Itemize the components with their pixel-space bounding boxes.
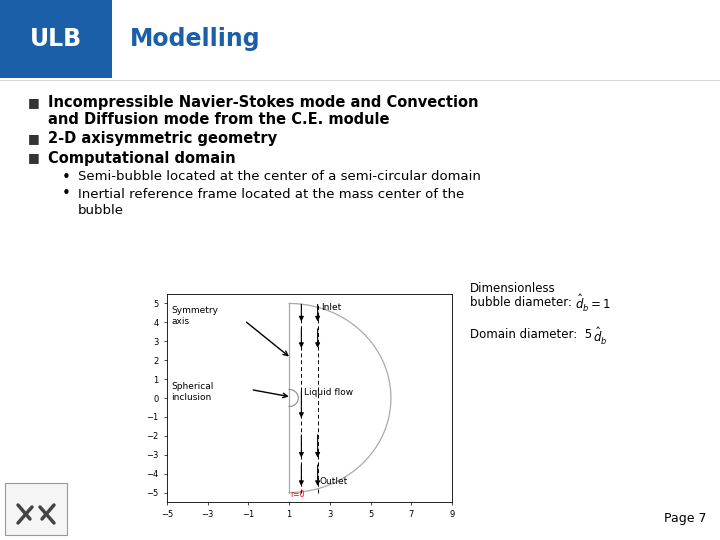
Text: Symmetry: Symmetry bbox=[171, 306, 218, 315]
Text: bubble diameter:: bubble diameter: bbox=[470, 295, 572, 308]
Text: ULB: ULB bbox=[30, 27, 82, 51]
Text: Page 7: Page 7 bbox=[664, 512, 706, 525]
Bar bbox=[0, 0, 112, 78]
Text: Dimensionless: Dimensionless bbox=[470, 281, 556, 294]
Text: Inertial reference frame located at the mass center of the: Inertial reference frame located at the … bbox=[78, 187, 464, 200]
Text: Incompressible Navier-Stokes mode and Convection: Incompressible Navier-Stokes mode and Co… bbox=[48, 96, 479, 111]
Text: Computational domain: Computational domain bbox=[48, 151, 235, 165]
Text: Semi-bubble located at the center of a semi-circular domain: Semi-bubble located at the center of a s… bbox=[78, 171, 481, 184]
Text: ■: ■ bbox=[28, 152, 40, 165]
Text: ■: ■ bbox=[28, 132, 40, 145]
Text: bubble: bubble bbox=[78, 204, 124, 217]
Text: 2-D axisymmetric geometry: 2-D axisymmetric geometry bbox=[48, 132, 277, 146]
Text: Domain diameter:  5: Domain diameter: 5 bbox=[470, 328, 592, 341]
Text: Outlet: Outlet bbox=[320, 477, 348, 485]
Text: and Diffusion mode from the C.E. module: and Diffusion mode from the C.E. module bbox=[48, 112, 390, 127]
Text: •: • bbox=[62, 170, 71, 185]
Text: ■: ■ bbox=[28, 97, 40, 110]
Text: r=0: r=0 bbox=[290, 490, 305, 499]
Text: •: • bbox=[62, 186, 71, 201]
Bar bbox=[5, 483, 67, 535]
Text: $\hat{d}_b = 1$: $\hat{d}_b = 1$ bbox=[575, 293, 611, 314]
Text: Spherical: Spherical bbox=[171, 382, 213, 391]
Text: Modelling: Modelling bbox=[130, 27, 261, 51]
Text: inclusion: inclusion bbox=[171, 393, 212, 402]
Text: Liquid flow: Liquid flow bbox=[305, 388, 354, 397]
Text: $\hat{d}_b$: $\hat{d}_b$ bbox=[593, 326, 608, 347]
Text: axis: axis bbox=[171, 317, 189, 326]
Text: Inlet: Inlet bbox=[320, 303, 341, 313]
